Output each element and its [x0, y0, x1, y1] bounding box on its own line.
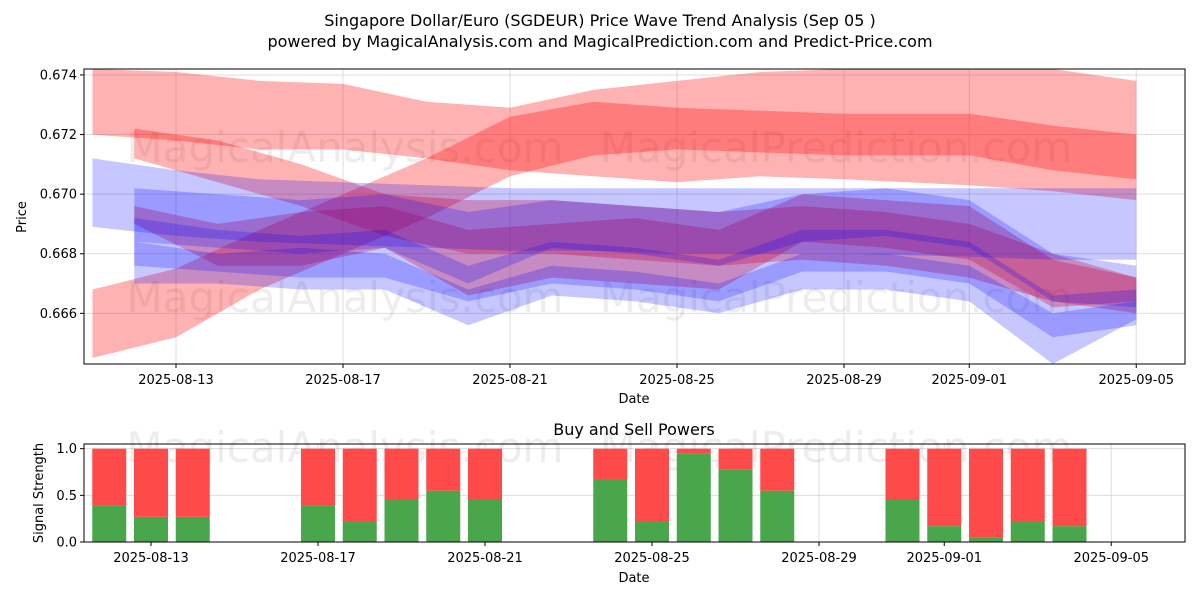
sell-power-bar: [468, 448, 502, 500]
signal-x-ticks: 2025-08-13 2025-08-17 2025-08-21 2025-08-25…: [113, 542, 1149, 566]
signal-chart-title: Buy and Sell Powers: [553, 420, 715, 439]
sell-power-bar: [175, 448, 210, 517]
buy-power-bar: [134, 516, 168, 542]
signal-plot-area: Buy and Sell Powers MagicalAnalysis.com …: [32, 420, 1186, 586]
signal-bars: [92, 448, 1087, 542]
price-wave-bands: [92, 69, 1137, 364]
buy-power-bar: [760, 490, 795, 542]
buy-power-bar: [635, 521, 669, 542]
signal-x-tick-label: 2025-08-17: [280, 551, 356, 566]
sell-power-bar: [1010, 448, 1045, 522]
signal-y-tick-label: 0.5: [56, 489, 77, 504]
sell-power-bar: [1052, 448, 1087, 527]
buy-power-bar: [468, 500, 502, 542]
main-chart-title: Singapore Dollar/Euro (SGDEUR) Price Wav…: [324, 11, 875, 30]
price-x-tick-label: 2025-08-21: [472, 373, 548, 388]
signal-y-tick-label: 1.0: [56, 442, 77, 457]
signal-x-tick-label: 2025-08-29: [781, 551, 857, 566]
price-y-tick-label: 0.672: [40, 128, 77, 143]
price-x-tick-label: 2025-08-29: [806, 373, 882, 388]
sell-power-bar: [384, 448, 419, 500]
signal-x-tick-label: 2025-08-25: [614, 551, 690, 566]
blue-wave-band-2: [134, 218, 1137, 338]
signal-x-tick-label: 2025-08-13: [113, 551, 189, 566]
sell-power-bar: [635, 448, 669, 522]
price-x-tick-label: 2025-09-05: [1098, 373, 1174, 388]
red-wave-band-2: [134, 194, 1137, 308]
buy-power-bar: [885, 500, 920, 542]
sell-power-bar: [718, 448, 753, 470]
sell-power-bar: [593, 448, 628, 480]
blue-wave-band-0: [92, 158, 1137, 260]
buy-power-bar: [301, 505, 335, 542]
price-plot-frame: [83, 68, 1186, 365]
buy-power-bar: [1010, 521, 1045, 542]
signal-y-ticks: 0.0 0.5 1.0: [56, 442, 84, 551]
buy-power-bar: [676, 453, 711, 542]
price-x-tick-label: 2025-08-13: [138, 373, 214, 388]
buy-power-bar: [1052, 526, 1087, 542]
sell-power-bar: [885, 448, 920, 500]
buy-power-bar: [384, 500, 419, 542]
buy-power-bar: [175, 516, 210, 542]
buy-power-bar: [718, 469, 753, 542]
price-grid: [84, 69, 1185, 364]
sell-power-bar: [342, 448, 377, 522]
signal-y-axis-label: Signal Strength: [32, 443, 47, 543]
watermark-magicalanalysis-upper: MagicalAnalysis.com: [127, 123, 564, 172]
signal-x-tick-label: 2025-09-01: [906, 551, 982, 566]
price-y-ticks: 0.666 0.668 0.670 0.672 0.674: [40, 68, 84, 322]
red-wave-band-3: [134, 128, 1137, 314]
price-y-axis-label: Price: [15, 201, 30, 233]
red-wave-band-0: [92, 69, 1137, 201]
signal-x-tick-label: 2025-09-05: [1073, 551, 1149, 566]
buy-power-bar: [92, 505, 127, 542]
price-plot-area: MagicalAnalysis.com MagicalPrediction.co…: [15, 68, 1186, 407]
price-y-tick-label: 0.666: [40, 307, 77, 322]
price-x-ticks: 2025-08-13 2025-08-17 2025-08-21 2025-08-25…: [138, 364, 1174, 388]
buy-power-bar: [969, 537, 1003, 542]
signal-x-axis-label: Date: [618, 571, 649, 586]
buy-power-bar: [593, 479, 628, 542]
sell-power-bar: [969, 448, 1003, 538]
signal-plot-frame: [83, 443, 1186, 543]
watermark-magicalanalysis-lower: MagicalAnalysis.com: [127, 273, 564, 322]
signal-x-tick-label: 2025-08-21: [447, 551, 523, 566]
sell-power-bar: [92, 448, 127, 506]
buy-power-bar: [927, 526, 962, 542]
blue-wave-band-1: [134, 188, 1137, 308]
watermark-magicalprediction-upper: MagicalPrediction.com: [600, 123, 1073, 172]
price-x-tick-label: 2025-08-17: [305, 373, 381, 388]
price-y-tick-label: 0.668: [40, 247, 77, 262]
signal-y-tick-label: 0.0: [56, 536, 77, 551]
sell-power-bar: [134, 448, 168, 517]
buy-power-bar: [426, 490, 461, 542]
price-x-axis-label: Date: [618, 392, 649, 407]
red-wave-band-1: [92, 101, 1137, 359]
sell-power-bar: [676, 448, 711, 454]
price-watermarks: MagicalAnalysis.com MagicalPrediction.co…: [127, 123, 1073, 322]
main-chart-subtitle: powered by MagicalAnalysis.com and Magic…: [267, 32, 932, 51]
price-y-tick-label: 0.670: [40, 188, 77, 203]
sell-power-bar: [426, 448, 461, 491]
sell-power-bar: [927, 448, 962, 527]
price-x-tick-label: 2025-09-01: [931, 373, 1007, 388]
buy-power-bar: [342, 521, 377, 542]
blue-wave-band-3: [134, 241, 1137, 364]
sell-power-bar: [301, 448, 335, 506]
watermark-magicalprediction-lower: MagicalPrediction.com: [600, 273, 1073, 322]
price-y-tick-label: 0.674: [40, 68, 77, 83]
sell-power-bar: [760, 448, 795, 491]
price-x-tick-label: 2025-08-25: [639, 373, 715, 388]
